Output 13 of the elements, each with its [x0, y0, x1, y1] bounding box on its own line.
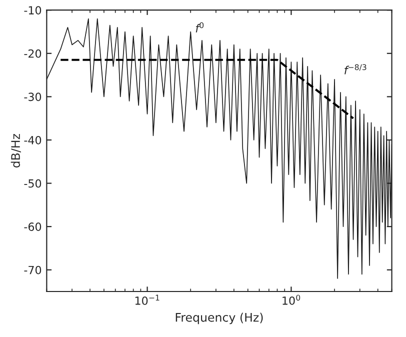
- annotation: f$^{−8/3}$: [344, 64, 366, 74]
- y-tick-label: -40: [24, 136, 42, 144]
- y-tick-label: -10: [24, 6, 42, 14]
- y-tick-label: -20: [24, 49, 42, 58]
- y-tick-label: -30: [24, 92, 42, 102]
- y-tick-label: -70: [24, 266, 42, 274]
- y-tick-label: -60: [24, 222, 42, 231]
- x-tick-label: 10$^{0}$: [282, 294, 300, 305]
- y-tick-label: -50: [24, 179, 42, 188]
- y-axis-title: dB/Hz: [10, 134, 21, 168]
- x-tick-label: 10$^{−1}$: [135, 294, 160, 305]
- annotation: f$^{0}$: [196, 22, 204, 32]
- x-axis-title: Frequency (Hz): [176, 312, 263, 324]
